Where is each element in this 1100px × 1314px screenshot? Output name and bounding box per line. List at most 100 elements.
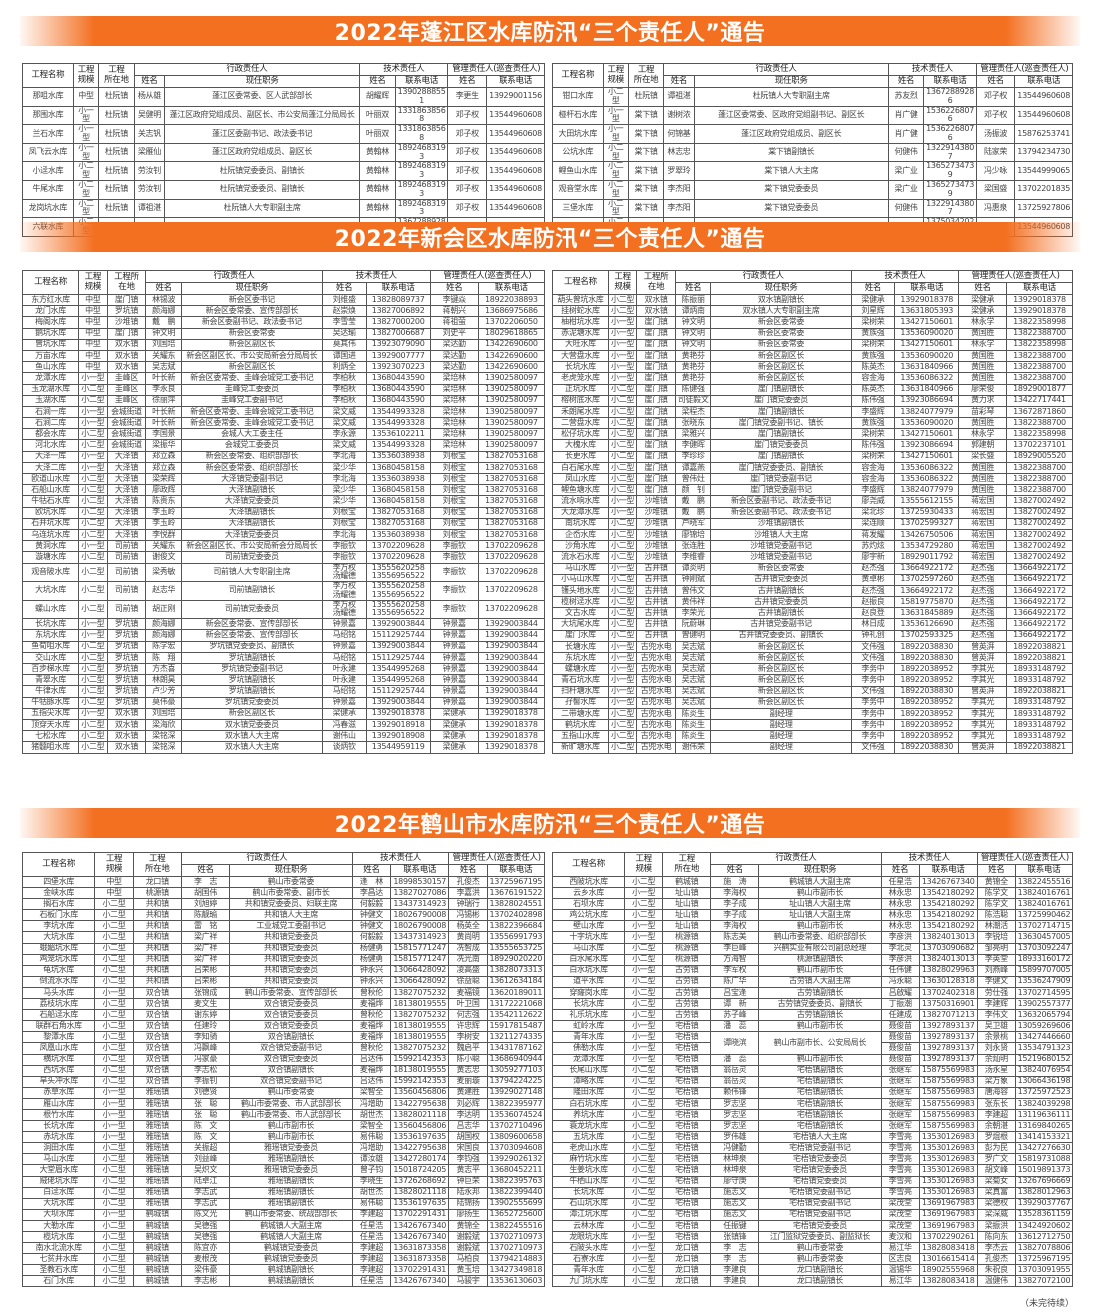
cell-admin-name: 李杰阳	[663, 198, 695, 219]
cell-tech-phone: 13427150601	[894, 428, 960, 441]
cell-location: 罗坑镇	[106, 629, 147, 642]
table-row: 长坑水库 小一型 崖门镇 黄艳芬 新会区副区长 陈英杰 13631840966 黄国胜 1382…	[552, 361, 1074, 374]
cell-tech-phone: 13536126690	[894, 618, 960, 631]
cell-mgmt-phone: 13902555699	[486, 1197, 546, 1210]
cell-tech-phone: 18902555968	[918, 1264, 978, 1277]
table-row: 二营盘水库 小二型 崖门镇 张晓东 崖门镇党委副书记、镇长 黄族强 13536090020 黄…	[552, 417, 1074, 430]
cell-mgmt-phone: 13725967195	[486, 875, 546, 889]
cell-scale: 小一型	[624, 887, 664, 900]
cell-tech-phone: 13536086322	[894, 372, 960, 385]
cell-project-name: 石井坑水库	[21, 517, 80, 530]
cell-tech-phone: 18026790008	[390, 909, 450, 922]
cell-tech-name: 钟景嘉	[321, 618, 367, 631]
cell-admin-duty: 新会区委常委、宣传部部长	[181, 305, 323, 318]
cell-project-name: 蓑龙坑水库	[551, 1120, 626, 1133]
cell-admin-duty: 新会区委常委、组织部部长	[181, 450, 323, 463]
cell-admin-duty: 古劳镇副镇长	[758, 1009, 882, 1022]
cell-mgmt-name: 廖扬生	[448, 1208, 488, 1221]
table-row: 贼佬坑水库 小二型 雅瑶镇 陆卓江 雅瑶镇副镇长 李晓生 13726268692 钟巨荣 138…	[21, 1175, 546, 1188]
cell-tech-phone: 13824013013	[918, 931, 978, 944]
cell-admin-name: 李振钊	[180, 1075, 231, 1088]
header-project-name: 工程名称	[552, 63, 604, 88]
cell-tech-name: 马绍铭	[321, 629, 367, 642]
cell-mgmt-name: 李其光	[958, 674, 1007, 687]
cell-location: 棠下镇	[627, 198, 665, 219]
cell-admin-duty: 崖门镇副镇长	[710, 383, 852, 396]
cell-tech-name: 李北灵	[880, 942, 920, 955]
cell-mgmt-phone: 13427349818	[486, 1264, 546, 1277]
section-banner-heshan: 2022年鹤山市水库防汛“三个责任人”通告	[20, 808, 1080, 838]
cell-project-name: 石涧二库	[21, 417, 80, 430]
cell-tech-name: 梁文威	[321, 405, 367, 419]
cell-mgmt-name: 蒋朝兴	[429, 305, 479, 318]
cell-mgmt-phone: 13827072100	[1014, 1275, 1074, 1288]
cell-mgmt-name: 李振钦	[429, 599, 479, 620]
cell-project-name: 白石尾水库	[552, 461, 609, 475]
cell-project-name: 鲤鱼塘水库	[552, 484, 609, 497]
cell-mgmt-name: 麦福镜	[448, 986, 488, 1000]
cell-location: 古兜水电	[636, 707, 676, 721]
cell-tech-name: 何健伟	[887, 142, 925, 163]
cell-tech-phone: 13691967983	[918, 1197, 978, 1210]
cell-tech-phone: 18138019555	[390, 998, 450, 1011]
cell-tech-name: 梁连顺	[850, 517, 896, 530]
cell-mgmt-phone: 13427276630	[1014, 1142, 1074, 1155]
cell-admin-duty: 新会区委常委、圭峰会城党工委书记	[181, 372, 323, 385]
header-tech-phone: 联系电话	[918, 864, 978, 877]
cell-project-name: 东坑水库	[552, 651, 609, 665]
cell-tech-phone: 18924683193	[394, 179, 449, 200]
cell-location: 共和镇	[132, 898, 182, 911]
cell-admin-name: 苏子峰	[710, 1009, 760, 1022]
cell-tech-phone: 13536102211	[365, 428, 431, 441]
cell-tech-name: 叶丽双	[359, 105, 396, 126]
cell-admin-duty: 新会区副区长	[710, 640, 852, 654]
cell-tech-name: 胡耀辉	[359, 87, 396, 107]
cell-mgmt-phone: 13652725600	[486, 1208, 546, 1221]
cell-project-name: 凤山水库	[552, 472, 609, 486]
table-row: 李坑水库 小二型 共和镇雷 铭工业城党工委副书记 钟健文 18026790008 杨英全 1…	[21, 920, 546, 933]
cell-tech-phone: 13536086322	[894, 461, 960, 475]
cell-mgmt-phone: 13702710496	[486, 1120, 546, 1133]
cell-scale: 小二型	[94, 975, 134, 988]
cell-scale: 小二型	[624, 975, 664, 988]
cell-admin-duty: 鹤城镇副镇长	[229, 1275, 353, 1288]
cell-admin-duty: 沙堆镇党委副书记	[710, 551, 852, 564]
cell-mgmt-phone: 13703092247	[1014, 942, 1074, 955]
cell-admin-name: 陈 文	[180, 1120, 231, 1133]
cell-mgmt-name: 李其光	[958, 719, 1007, 732]
cell-mgmt-phone: 13725990462	[1014, 909, 1074, 922]
cell-tech-name: 刘维盛	[321, 293, 367, 307]
cell-tech-name: 李雪莹	[321, 316, 367, 329]
header-admin-duty: 现任职务	[229, 864, 353, 877]
cell-mgmt-phone: 13725972523	[1014, 1086, 1074, 1099]
cell-location: 共和镇	[132, 920, 182, 933]
cell-project-name: 白水坑水库	[551, 964, 626, 977]
cell-tech-name: 容金海	[850, 372, 896, 385]
cell-admin-duty: 蓬江区委常委、区人武部部长	[164, 87, 361, 107]
cell-scale: 小二型	[78, 551, 108, 564]
cell-location: 雅瑶镇	[132, 1142, 182, 1155]
cell-admin-name: 谭炎明	[674, 562, 712, 575]
header-admin-name: 姓名	[145, 282, 183, 295]
table-row: 交山水库 小二型 罗坑镇陈 翔罗坑镇副镇长 马绍铭 15112925744 钟景嘉 1392…	[21, 651, 546, 665]
cell-location: 古兜水电	[636, 741, 676, 754]
cell-project-name: 赤坑水库	[21, 1131, 96, 1144]
cell-scale: 小一型	[78, 707, 108, 720]
cell-tech-phone: 13929018378	[365, 707, 431, 720]
cell-mgmt-name: 冼光南	[448, 953, 488, 966]
table-row: 二带塘水库 小二型 古兜水电 陈炎生 副经理 李务中 18922038952 李其光 18933…	[552, 707, 1074, 721]
cell-project-name: 礼乐坑水库	[551, 1009, 626, 1022]
cell-mgmt-name: 梁长盛	[958, 450, 1007, 463]
cell-tech-name: 黄族强	[850, 327, 896, 340]
table-row: 隆田水库 小二型 宅梧镇 赖伟锋 宅梧镇副镇长 张继军 15875569983 唐海容 1372…	[551, 1086, 1074, 1099]
cell-scale: 小二型	[607, 607, 638, 620]
cell-project-name: 龙眼坑水库	[551, 1230, 626, 1244]
cell-scale: 小二型	[94, 1153, 134, 1166]
header-admin-name: 姓名	[663, 75, 695, 88]
cell-scale: 小二型	[624, 1108, 664, 1122]
cell-admin-duty: 副经理	[710, 730, 852, 743]
cell-admin-duty: 罗坑镇副镇长	[181, 674, 323, 687]
cell-tech-phone: 13437314923	[390, 931, 450, 944]
cell-mgmt-name: 许忠辉	[448, 1020, 488, 1033]
cell-tech-phone: 13631845889	[894, 607, 960, 620]
